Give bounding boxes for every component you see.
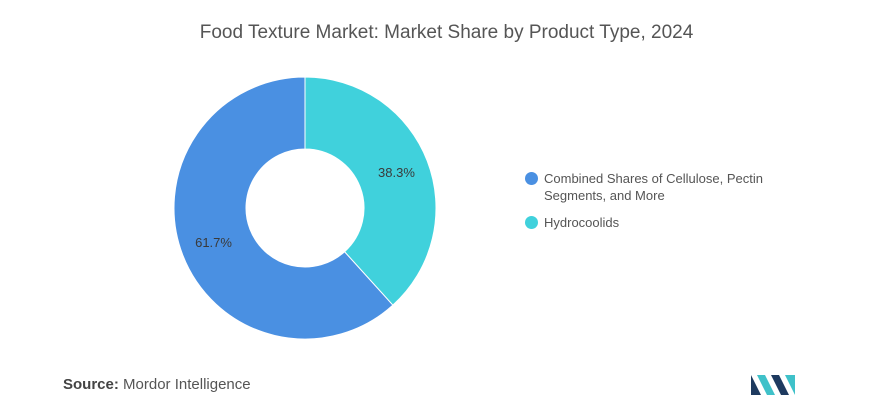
source-value: Mordor Intelligence <box>123 376 251 393</box>
slice-label-hydrocoolids: 38.3% <box>378 165 415 180</box>
legend-item-combined-shares[interactable]: Combined Shares of Cellulose, Pectin Seg… <box>525 170 825 204</box>
donut-slice-hydrocoolids <box>304 76 437 306</box>
legend-label-hydrocoolids: Hydrocoolids <box>544 215 620 230</box>
mordor-intelligence-logo-icon <box>751 375 795 395</box>
chart-legend: Combined Shares of Cellulose, Pectin Seg… <box>525 170 825 241</box>
source-label: Source: <box>63 376 119 393</box>
legend-item-hydrocoolids[interactable]: Hydrocoolids <box>525 214 825 231</box>
chart-title: Food Texture Market: Market Share by Pro… <box>199 22 694 43</box>
source-footer: Source: Mordor Intelligence <box>63 376 251 393</box>
donut-slice-combined-shares <box>173 76 394 340</box>
legend-marker-hydrocoolids <box>525 216 538 229</box>
slice-label-combined-shares: 61.7% <box>195 235 232 250</box>
legend-marker-combined-shares <box>525 172 538 185</box>
legend-label-combined-shares: Combined Shares of Cellulose, Pectin Seg… <box>544 171 763 203</box>
